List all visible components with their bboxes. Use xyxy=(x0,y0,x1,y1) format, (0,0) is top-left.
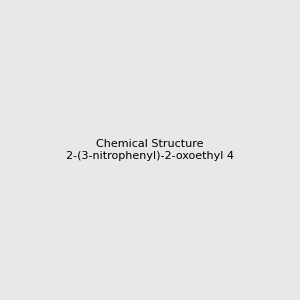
Text: Chemical Structure
2-(3-nitrophenyl)-2-oxoethyl 4: Chemical Structure 2-(3-nitrophenyl)-2-o… xyxy=(66,139,234,161)
